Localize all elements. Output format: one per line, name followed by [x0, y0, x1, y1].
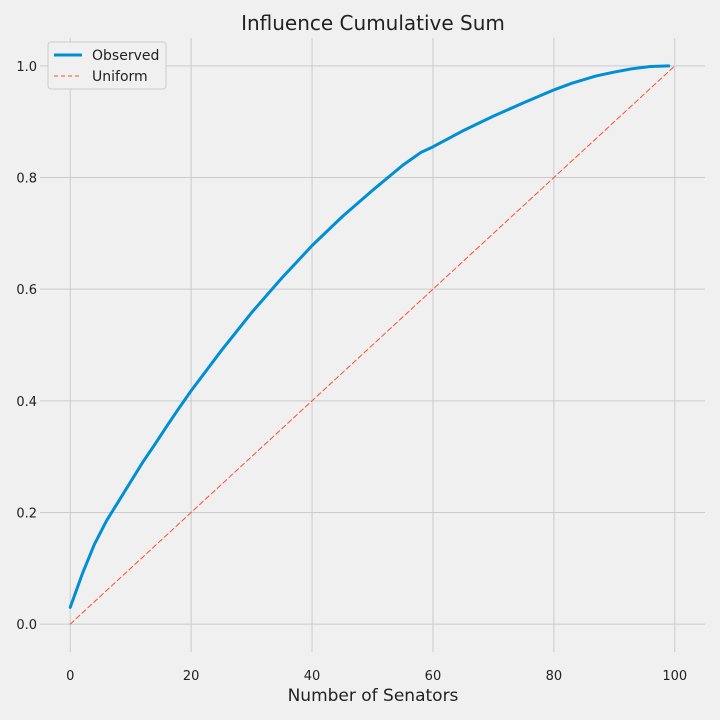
ticks-layer: 0 20 40 60 80 100 0.0 0.2 0.4 0.6 0.8 1.0	[16, 60, 687, 684]
y-tick-label: 0.8	[16, 172, 37, 187]
series-line-observed	[68, 64, 671, 609]
series-layer	[68, 64, 676, 625]
y-tick-label: 0.0	[16, 618, 37, 633]
y-tick-label: 1.0	[16, 60, 37, 75]
legend-label-observed: Observed	[92, 48, 159, 64]
x-tick-label: 80	[546, 669, 563, 684]
x-tick-label: 40	[304, 669, 321, 684]
x-tick-label: 60	[425, 669, 442, 684]
x-tick-label: 100	[662, 669, 687, 684]
chart-title: Influence Cumulative Sum	[241, 11, 505, 35]
y-tick-label: 0.4	[16, 395, 37, 410]
y-tick-label: 0.6	[16, 283, 37, 298]
x-tick-label: 20	[183, 669, 200, 684]
legend-label-uniform: Uniform	[92, 69, 148, 85]
x-axis-label: Number of Senators	[288, 686, 459, 706]
x-tick-label: 0	[66, 669, 74, 684]
legend: Observed Uniform	[47, 41, 167, 90]
series-line-uniform	[69, 65, 676, 625]
y-tick-label: 0.2	[16, 506, 37, 521]
